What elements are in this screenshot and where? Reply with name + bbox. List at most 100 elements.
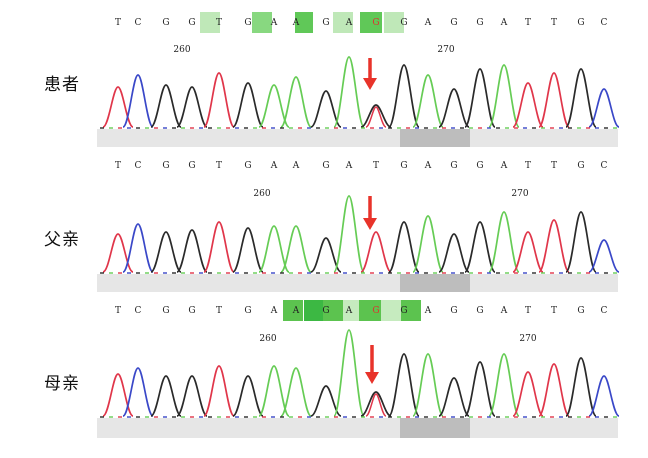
trace-peak — [122, 223, 154, 273]
sequence-highlight-box — [304, 300, 323, 321]
base-call-letter: G — [322, 306, 329, 316]
trace-baseline-strip — [97, 129, 618, 147]
trace-peak — [102, 86, 134, 128]
sequence-highlight-box — [359, 300, 381, 321]
trace-peak — [333, 329, 365, 417]
trace-peak — [388, 64, 420, 128]
base-call-letter: A — [345, 18, 353, 28]
base-call-letter: T — [373, 161, 379, 171]
label-patient: 患者 — [44, 75, 80, 95]
trace-peak — [488, 211, 520, 273]
trace-peak — [412, 353, 444, 417]
trace-peak — [203, 72, 235, 128]
trace-peak — [512, 371, 544, 417]
base-call-letter: G — [188, 306, 195, 316]
label-father: 父亲 — [44, 230, 80, 250]
trace-peak — [232, 375, 264, 417]
trace-peak — [150, 375, 182, 417]
base-call-letter: G — [162, 18, 169, 28]
base-call-letter: C — [601, 161, 608, 171]
base-call-letter: G — [400, 306, 407, 316]
sequence-highlight-box — [401, 300, 421, 321]
trace-peak — [280, 225, 312, 273]
base-call-letter: A — [424, 161, 432, 171]
trace-peak — [310, 237, 342, 273]
sequence-highlight-box — [295, 12, 313, 33]
base-call-letter: A — [292, 161, 300, 171]
trace-peak — [232, 82, 264, 128]
variant-arrow-head — [363, 78, 377, 90]
base-call-letter: A — [500, 161, 508, 171]
trace-peak — [176, 86, 208, 128]
base-call-letter: A — [424, 18, 432, 28]
sequence-highlight-box — [381, 300, 401, 321]
base-call-letter: A — [270, 18, 278, 28]
trace-peak — [412, 74, 444, 128]
trace-peak — [464, 68, 496, 128]
position-marker: 260 — [259, 334, 276, 344]
base-call-letter: T — [115, 306, 121, 316]
base-call-letter: G — [400, 18, 407, 28]
trace-peak — [203, 365, 235, 417]
trace-peak — [258, 84, 290, 128]
trace-peak — [122, 367, 154, 417]
trace-peak — [512, 231, 544, 273]
trace-peak — [512, 82, 544, 128]
variant-arrow-head — [365, 372, 379, 384]
base-call-letter: G — [162, 161, 169, 171]
base-call-letter: A — [270, 306, 278, 316]
sequence-highlight-box — [384, 12, 404, 33]
trace-peak — [258, 225, 290, 273]
trace-peak — [464, 361, 496, 417]
base-call-letter: G — [322, 18, 329, 28]
sequence-highlight-box — [200, 12, 220, 33]
base-call-letter: G — [450, 306, 457, 316]
position-marker: 270 — [437, 45, 454, 55]
trace-peak — [412, 215, 444, 273]
trace-peak — [360, 104, 392, 128]
trace-peak — [333, 195, 365, 273]
base-call-letter: T — [551, 161, 557, 171]
sequence-highlight-box — [343, 300, 359, 321]
variant-arrow-head — [363, 218, 377, 230]
base-call-letter: G — [188, 161, 195, 171]
base-call-letter: T — [551, 306, 557, 316]
trace-peak — [150, 84, 182, 128]
trace-peak — [438, 233, 470, 273]
trace-peak — [588, 375, 620, 417]
base-call-letter: C — [135, 161, 142, 171]
trace-baseline-shade — [400, 274, 470, 292]
trace-peak — [388, 353, 420, 417]
sequence-highlight-box — [283, 300, 303, 321]
base-call-letter: A — [345, 306, 353, 316]
trace-peak — [280, 76, 312, 128]
base-call-letter: G — [188, 18, 195, 28]
base-call-letter: C — [601, 18, 608, 28]
base-call-letter: T — [525, 306, 531, 316]
base-call-letter: C — [601, 306, 608, 316]
trace-peak — [150, 231, 182, 273]
base-call-letter: C — [135, 18, 142, 28]
chromatogram-panel-1: T C G G T G A A G A T G A G G A T T G C 260 270 — [97, 161, 620, 292]
trace-peak — [310, 90, 342, 128]
trace-peak — [258, 365, 290, 417]
base-call-letter: T — [525, 18, 531, 28]
base-call-letter: G — [322, 161, 329, 171]
trace-peak — [488, 64, 520, 128]
trace-peak — [538, 363, 570, 417]
trace-peak — [360, 391, 392, 417]
trace-peak — [588, 239, 620, 273]
base-call-letter: T — [216, 161, 222, 171]
trace-peak — [538, 219, 570, 273]
trace-peak — [464, 221, 496, 273]
base-call-letter: G — [450, 18, 457, 28]
position-marker: 270 — [519, 334, 536, 344]
chromatogram-panel-2: T C G G T G A A G A G G A G G A T T G C 260 270 — [97, 300, 620, 438]
base-call-letter: G — [400, 161, 407, 171]
trace-baseline-strip — [97, 274, 618, 292]
base-call-letter: G — [577, 18, 584, 28]
trace-peak — [176, 229, 208, 273]
base-call-letter: T — [115, 18, 121, 28]
